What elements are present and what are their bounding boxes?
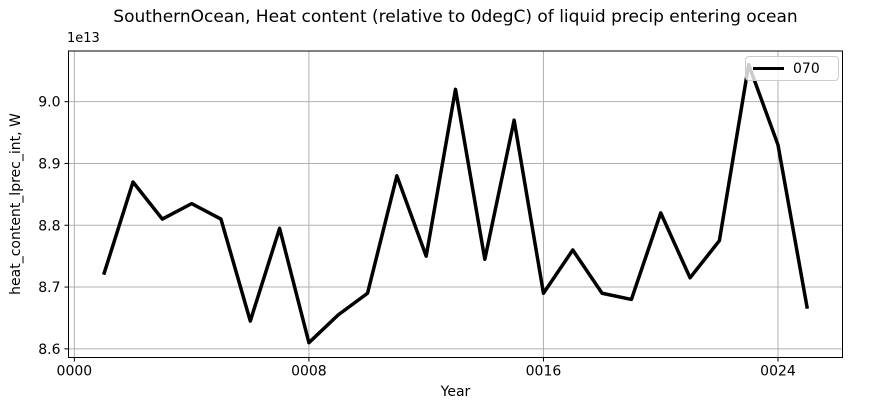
series-lines xyxy=(102,62,810,345)
y-tick-label: 8.7 xyxy=(38,280,60,296)
y-tick-label: 8.9 xyxy=(38,156,60,172)
tick-labels: 0000 0008 0016 0024 8.6 8.7 8.8 8.9 9.0 xyxy=(38,95,796,380)
y-tick-label: 8.8 xyxy=(38,218,60,234)
tick-marks xyxy=(64,101,779,362)
legend-label: 070 xyxy=(793,60,820,77)
axes-frame xyxy=(68,50,843,358)
x-axis-label: Year xyxy=(440,384,471,400)
x-tick-label: 0016 xyxy=(526,364,562,380)
y-axis-offset-text: 1e13 xyxy=(67,31,100,46)
x-tick-label: 0024 xyxy=(760,364,796,380)
x-tick-label: 0008 xyxy=(291,364,327,380)
x-tick-label: 0000 xyxy=(57,364,93,380)
series-line-070 xyxy=(102,62,810,345)
gridlines xyxy=(68,51,843,358)
legend-line-sample-icon xyxy=(753,67,784,70)
y-tick-label: 8.6 xyxy=(38,342,60,358)
chart-title: SouthernOcean, Heat content (relative to… xyxy=(113,7,798,27)
y-tick-label: 9.0 xyxy=(38,95,60,111)
legend: 070 xyxy=(745,56,839,81)
